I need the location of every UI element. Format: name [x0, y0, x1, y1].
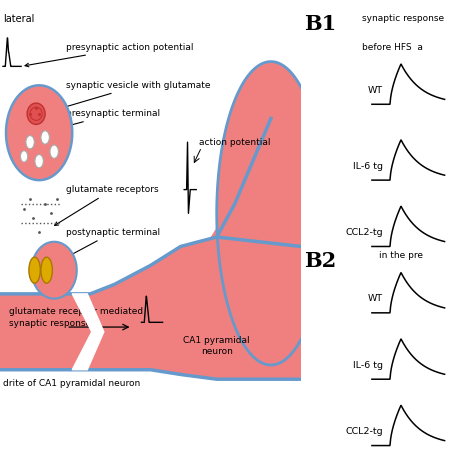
- Text: before HFS  a: before HFS a: [362, 43, 422, 52]
- Text: synaptic response: synaptic response: [362, 14, 444, 23]
- Text: glutamate receptor mediated
synaptic response: glutamate receptor mediated synaptic res…: [9, 307, 143, 328]
- Text: CCL2-tg: CCL2-tg: [346, 427, 383, 436]
- Text: IL-6 tg: IL-6 tg: [353, 361, 383, 370]
- Text: lateral: lateral: [3, 14, 35, 24]
- Text: B2: B2: [304, 251, 337, 271]
- Ellipse shape: [41, 257, 52, 283]
- Text: presynaptic terminal: presynaptic terminal: [46, 109, 160, 133]
- Circle shape: [20, 151, 27, 162]
- Polygon shape: [210, 118, 301, 246]
- Circle shape: [41, 131, 49, 144]
- Polygon shape: [0, 237, 301, 379]
- Polygon shape: [32, 242, 77, 299]
- Text: postynaptic terminal: postynaptic terminal: [55, 228, 160, 264]
- Text: in the pre: in the pre: [379, 251, 423, 260]
- Text: WT: WT: [368, 86, 383, 95]
- Text: synaptic vesicle with glutamate: synaptic vesicle with glutamate: [46, 81, 211, 113]
- Text: WT: WT: [368, 294, 383, 303]
- Ellipse shape: [27, 103, 45, 125]
- Text: presynaptic action potential: presynaptic action potential: [25, 43, 194, 67]
- Ellipse shape: [29, 257, 40, 283]
- Text: glutamate receptors: glutamate receptors: [55, 185, 159, 226]
- Text: B1: B1: [304, 14, 337, 34]
- Text: CA1 pyramidal
neuron: CA1 pyramidal neuron: [183, 337, 250, 356]
- Text: CCL2-tg: CCL2-tg: [346, 228, 383, 237]
- Polygon shape: [72, 294, 104, 370]
- Text: action potential: action potential: [199, 138, 270, 146]
- Polygon shape: [217, 62, 325, 365]
- Circle shape: [50, 145, 58, 158]
- Circle shape: [26, 136, 34, 149]
- Text: drite of CA1 pyramidal neuron: drite of CA1 pyramidal neuron: [3, 380, 140, 388]
- Polygon shape: [6, 85, 72, 180]
- Circle shape: [35, 155, 43, 168]
- Text: IL-6 tg: IL-6 tg: [353, 162, 383, 171]
